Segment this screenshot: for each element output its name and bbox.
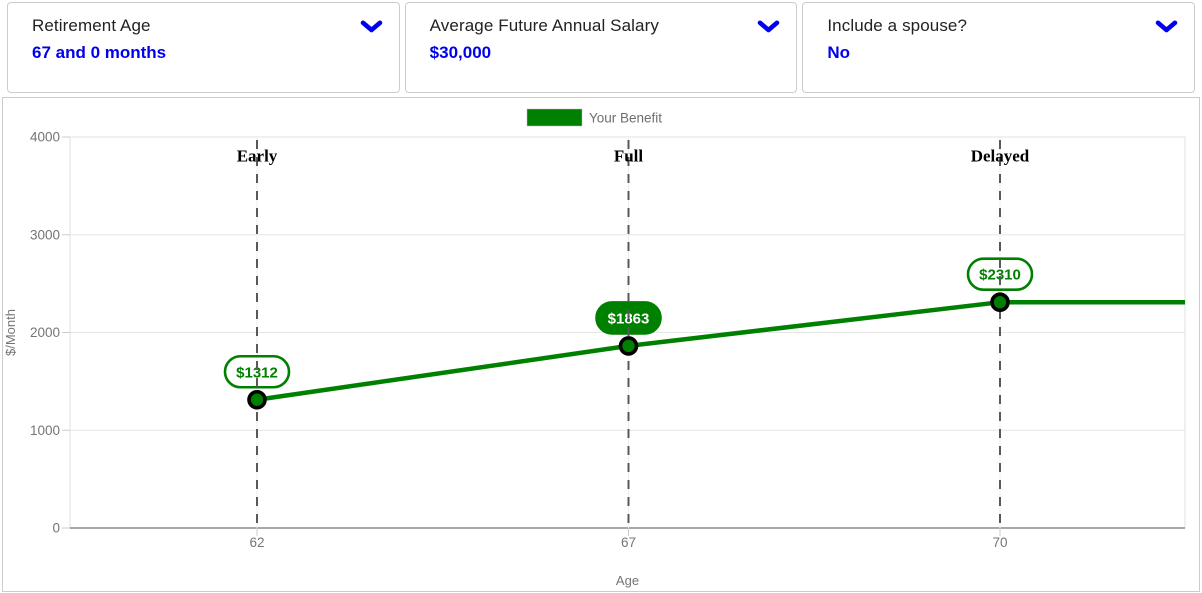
control-panel-spouse[interactable]: Include a spouse? No: [802, 2, 1196, 93]
legend-swatch: [526, 108, 583, 127]
data-point-layer: [247, 292, 1010, 410]
y-tick-label: 2000: [30, 325, 60, 340]
salary-value: $30,000: [429, 43, 492, 62]
chevron-down-icon[interactable]: [1155, 20, 1178, 33]
milestone-label-delayed: Delayed: [971, 147, 1030, 166]
retirement-age-label: Retirement Age: [32, 16, 151, 35]
milestone-dashed-lines: [256, 140, 1001, 528]
benefit-chart: $1312 $1863 $2310 Early Full Delayed 0 1…: [3, 108, 1186, 588]
data-point[interactable]: [247, 389, 267, 410]
x-tick-label: 67: [621, 535, 636, 550]
y-tick-label: 0: [52, 521, 60, 536]
benefit-line-layer: [256, 299, 1185, 402]
milestone-label-full: Full: [614, 147, 644, 166]
chart-gridlines: [62, 136, 1186, 536]
legend-label: Your Benefit: [589, 111, 662, 126]
y-tick-label: 4000: [30, 130, 60, 145]
benefit-line: [256, 299, 1185, 402]
value-pill-layer: [223, 257, 1034, 389]
milestone-label-early: Early: [237, 147, 278, 166]
data-point[interactable]: [990, 292, 1010, 312]
spouse-value: No: [827, 43, 851, 62]
x-tick-label: 70: [992, 535, 1007, 550]
x-axis-title: Age: [616, 573, 639, 588]
controls-header: Retirement Age 67 and 0 months Average F…: [2, 2, 1200, 93]
chevron-down-icon[interactable]: [360, 20, 383, 33]
point-value-label: $2310: [979, 267, 1021, 284]
point-value-label: $1312: [236, 364, 278, 381]
benefit-chart-card: $1312 $1863 $2310 Early Full Delayed 0 1…: [2, 97, 1200, 592]
y-axis-title: $/Month: [3, 309, 18, 356]
point-value-pill[interactable]: [223, 354, 291, 389]
salary-label: Average Future Annual Salary: [429, 16, 659, 35]
retirement-age-value: 67 and 0 months: [32, 43, 167, 62]
data-point[interactable]: [618, 336, 639, 356]
y-tick-label: 1000: [30, 423, 60, 438]
x-tick-label: 62: [249, 535, 264, 550]
chevron-down-icon[interactable]: [757, 20, 780, 33]
point-value-pill[interactable]: [966, 257, 1034, 291]
spouse-label: Include a spouse?: [827, 16, 968, 35]
y-tick-label: 3000: [30, 227, 60, 242]
control-panel-retirement-age[interactable]: Retirement Age 67 and 0 months: [7, 2, 400, 93]
control-panel-salary[interactable]: Average Future Annual Salary $30,000: [404, 2, 798, 93]
